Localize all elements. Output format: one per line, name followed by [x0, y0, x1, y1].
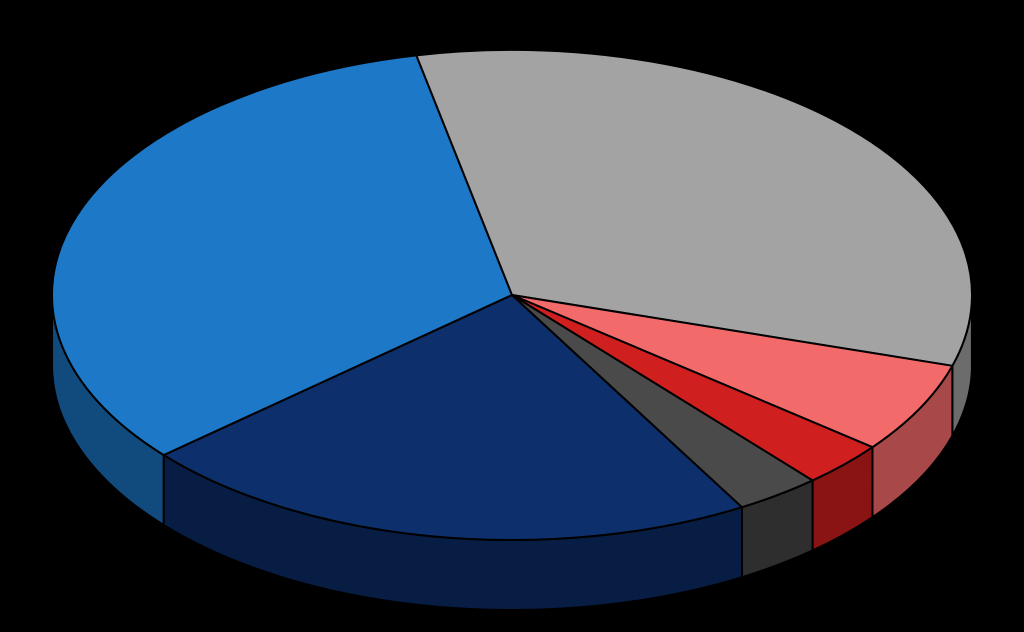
pie-chart-3d	[0, 0, 1024, 632]
pie-svg	[0, 0, 1024, 632]
